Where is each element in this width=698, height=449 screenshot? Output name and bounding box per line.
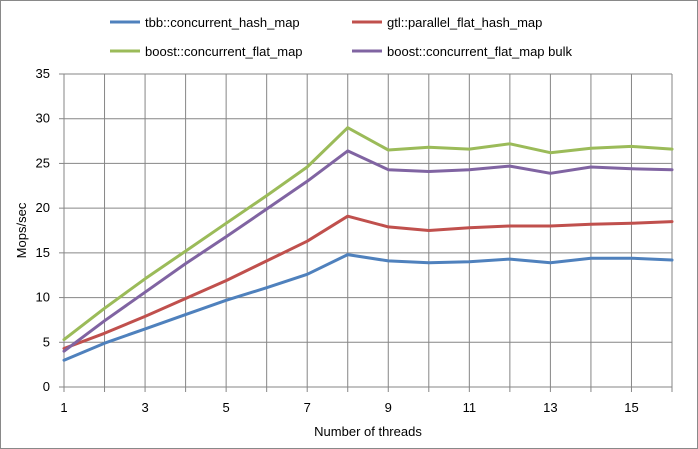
x-tick-label: 7 <box>304 400 311 415</box>
y-tick-label: 35 <box>36 66 50 81</box>
y-tick-label: 0 <box>43 379 50 394</box>
legend-label: boost::concurrent_flat_map bulk <box>387 44 572 59</box>
x-tick-label: 11 <box>463 400 477 415</box>
y-tick-label: 5 <box>43 334 50 349</box>
x-axis-label: Number of threads <box>314 424 422 439</box>
x-tick-label: 13 <box>543 400 557 415</box>
series-line-3 <box>62 126 674 342</box>
x-tick-label: 3 <box>141 400 148 415</box>
legend-label: boost::concurrent_flat_map <box>145 44 303 59</box>
y-tick-label: 10 <box>36 290 50 305</box>
legend: tbb::concurrent_hash_map gtl::parallel_fl… <box>110 15 572 59</box>
legend-label: tbb::concurrent_hash_map <box>145 15 300 30</box>
y-tick-label: 25 <box>36 155 50 170</box>
y-tick-label: 30 <box>36 111 50 126</box>
series-layer <box>62 126 674 362</box>
grid <box>64 73 673 387</box>
x-tick-label: 15 <box>624 400 638 415</box>
series-line-4 <box>62 149 674 353</box>
series-line-1 <box>62 253 674 362</box>
y-tick-label: 15 <box>36 245 50 260</box>
x-tick-label: 5 <box>223 400 230 415</box>
legend-label: gtl::parallel_flat_hash_map <box>387 15 542 30</box>
x-tick-label: 1 <box>60 400 67 415</box>
series-line-2 <box>62 214 674 350</box>
y-tick-label: 20 <box>36 200 50 215</box>
x-tick-label: 9 <box>385 400 392 415</box>
y-axis-label: Mops/sec <box>14 202 29 258</box>
